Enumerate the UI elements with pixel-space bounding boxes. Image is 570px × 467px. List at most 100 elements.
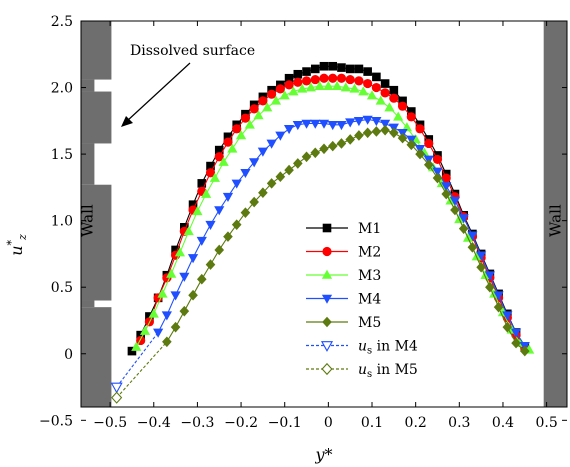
legend-label: M5 (358, 315, 381, 331)
data-point (345, 118, 356, 128)
y-tick-label: 2.5 (51, 14, 73, 30)
annotation-arrow (126, 62, 191, 122)
data-point (375, 95, 386, 105)
legend-marker (322, 223, 332, 233)
data-point (363, 67, 372, 76)
data-point (371, 126, 382, 137)
data-point (406, 112, 416, 122)
data-point (319, 73, 329, 83)
left-wall-segment (81, 91, 112, 144)
data-point (354, 130, 364, 141)
data-point (111, 391, 123, 404)
data-point (301, 76, 312, 86)
data-point (183, 226, 194, 236)
data-point (214, 145, 224, 155)
data-point (471, 251, 482, 261)
data-point (327, 140, 338, 152)
x-tick-label: 0.2 (405, 415, 427, 431)
data-point (170, 321, 181, 333)
data-point (244, 119, 255, 129)
data-point (415, 124, 425, 134)
data-point (205, 168, 216, 178)
data-point (148, 308, 159, 318)
series-layer (110, 61, 535, 404)
data-point (476, 261, 486, 273)
data-point (328, 73, 338, 83)
data-point (362, 115, 373, 125)
legend-marker (320, 341, 334, 352)
legend-label: M3 (358, 268, 381, 284)
data-point (293, 77, 303, 87)
ticks: −0.5 −0.4 −0.3 −0.2 −0.1 0 0.1 0.2 0.3 0.4 0.5 −0.5… (39, 14, 567, 431)
data-point (450, 204, 460, 216)
data-point (458, 214, 469, 224)
data-point (192, 206, 203, 216)
legend-marker (321, 269, 333, 279)
data-point (345, 74, 355, 85)
data-point (337, 63, 346, 72)
data-point (366, 90, 378, 100)
data-point (358, 86, 369, 96)
legend-item: us in M5 (306, 362, 418, 380)
data-point (270, 95, 282, 105)
data-point (205, 259, 216, 270)
data-point (301, 151, 312, 163)
data-point (275, 84, 285, 94)
svg-text:u*z: u*z (5, 234, 29, 256)
data-point (354, 76, 364, 86)
data-point (441, 173, 451, 183)
data-point (253, 110, 264, 120)
data-point (179, 305, 190, 317)
walls: Wall Wall (79, 21, 567, 407)
legend-label: M1 (358, 221, 381, 237)
data-point (441, 182, 452, 192)
data-point (484, 271, 495, 281)
data-point (231, 179, 242, 189)
data-point (302, 67, 311, 76)
data-point (131, 341, 142, 351)
series-6 (110, 332, 159, 394)
legend-label: us in M4 (358, 339, 418, 357)
data-point (441, 188, 452, 200)
data-point (345, 134, 355, 145)
data-point (502, 311, 513, 321)
data-point (310, 147, 321, 159)
annotation-arrowhead (121, 116, 133, 127)
data-point (293, 158, 303, 169)
data-point (196, 236, 207, 246)
data-point (288, 86, 299, 96)
data-point (372, 72, 381, 82)
plot-frame (80, 20, 568, 408)
data-point (166, 268, 177, 278)
data-point (187, 254, 199, 264)
data-point (240, 113, 251, 123)
data-point (389, 127, 399, 139)
data-point (201, 188, 212, 198)
data-point (397, 132, 408, 144)
data-point (179, 272, 190, 282)
x-tick-label: −0.2 (224, 415, 258, 431)
data-point (511, 337, 521, 349)
data-point (502, 321, 513, 333)
data-point (467, 241, 478, 253)
data-point (519, 345, 530, 357)
data-point (314, 80, 325, 91)
data-point (206, 161, 215, 171)
data-point (257, 147, 268, 157)
data-point (284, 164, 294, 176)
data-point (249, 196, 259, 208)
series-4 (153, 115, 530, 352)
data-point (223, 231, 233, 242)
data-point (319, 61, 329, 71)
data-point (349, 83, 360, 93)
data-point (227, 143, 238, 153)
data-point (223, 137, 233, 147)
data-point (371, 117, 382, 127)
left-wall-segment (81, 184, 112, 301)
data-point (161, 311, 172, 321)
legend-marker (321, 294, 333, 304)
data-point (275, 131, 286, 141)
legend-item: M4 (306, 292, 381, 308)
legend-item: M3 (306, 268, 381, 284)
data-point (323, 80, 334, 91)
